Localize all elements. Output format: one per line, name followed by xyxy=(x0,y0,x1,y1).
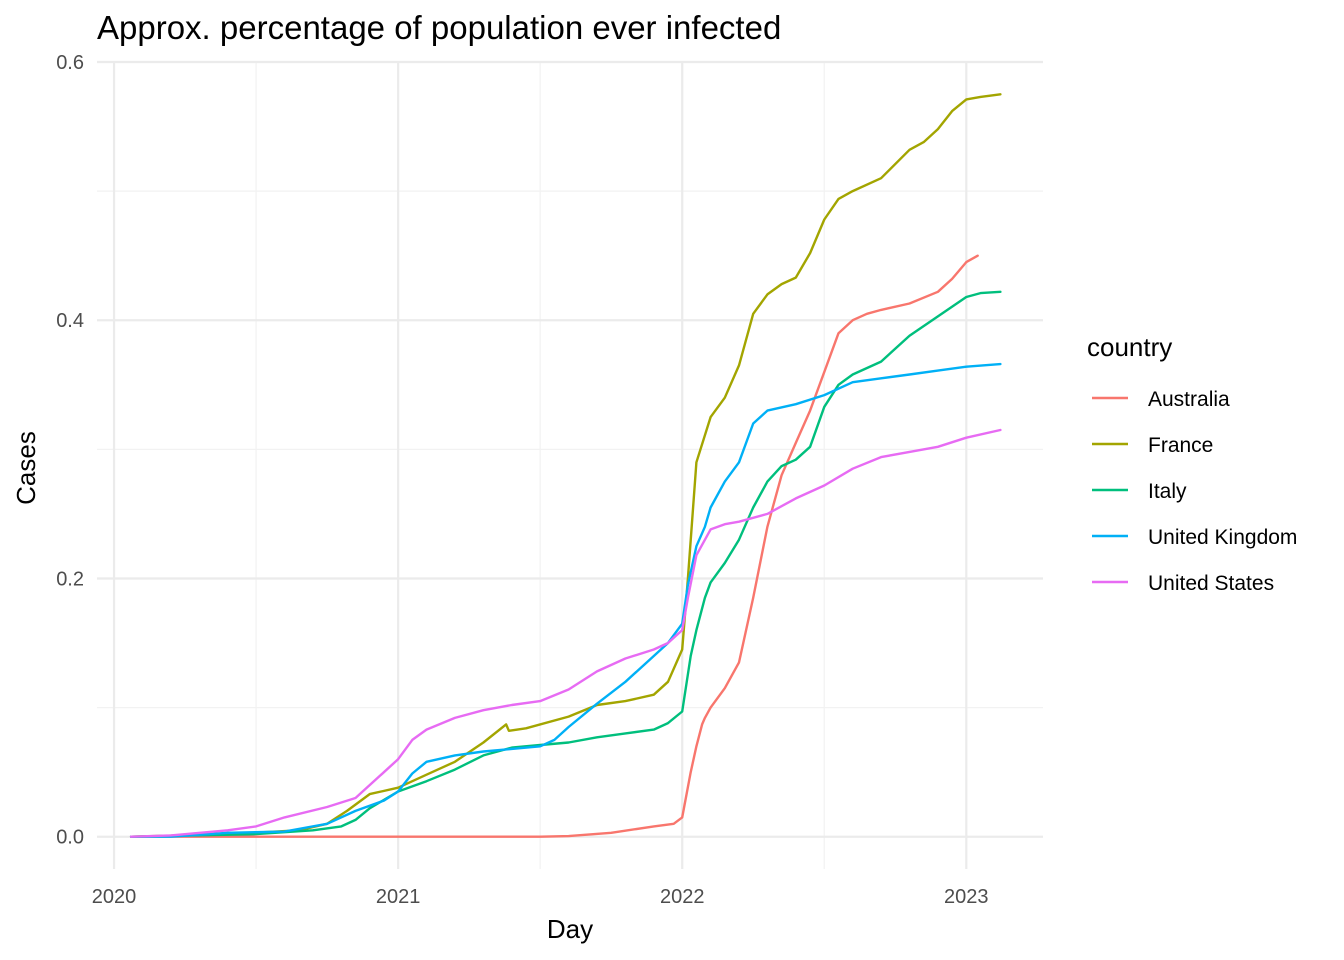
x-tick-label: 2021 xyxy=(376,886,421,908)
series-line-france xyxy=(129,93,1002,838)
legend-title: country xyxy=(1087,332,1172,362)
legend-label-australia: Australia xyxy=(1148,388,1230,411)
legend-item-united-states: United States xyxy=(1092,572,1274,595)
y-tick-label: 0.2 xyxy=(56,568,84,590)
series-line-united-kingdom xyxy=(129,362,1002,838)
legend-label-united-kingdom: United Kingdom xyxy=(1148,526,1297,549)
legend-item-france: France xyxy=(1092,434,1213,457)
series-line-australia xyxy=(129,254,979,838)
y-axis-title: Cases xyxy=(11,431,41,505)
y-tick-label: 0.4 xyxy=(56,310,84,332)
x-axis-title: Day xyxy=(547,914,593,944)
major-gridlines xyxy=(97,60,1043,869)
chart-title: Approx. percentage of population ever in… xyxy=(97,9,781,46)
series-line-italy xyxy=(129,290,1002,838)
legend-label-united-states: United States xyxy=(1148,572,1274,595)
x-tick-label: 2020 xyxy=(92,886,137,908)
series-lines xyxy=(129,93,1002,838)
x-tick-labels: 2020 2021 2022 2023 xyxy=(92,886,989,908)
legend-items: Australia France Italy United Kingdom United… xyxy=(1092,388,1297,595)
legend-item-united-kingdom: United Kingdom xyxy=(1092,526,1297,549)
legend-item-italy: Italy xyxy=(1092,480,1187,503)
minor-gridlines xyxy=(97,62,1043,869)
y-tick-label: 0.6 xyxy=(56,52,84,74)
legend: country Australia France Italy United Kingd… xyxy=(1087,332,1297,595)
legend-item-australia: Australia xyxy=(1092,388,1230,411)
x-tick-label: 2022 xyxy=(660,886,705,908)
series-line-united-states xyxy=(129,428,1002,838)
legend-label-italy: Italy xyxy=(1148,480,1187,503)
y-tick-label: 0.0 xyxy=(56,827,84,849)
legend-label-france: France xyxy=(1148,434,1213,457)
x-tick-label: 2023 xyxy=(944,886,989,908)
y-tick-labels: 0.0 0.2 0.4 0.6 xyxy=(56,52,84,849)
